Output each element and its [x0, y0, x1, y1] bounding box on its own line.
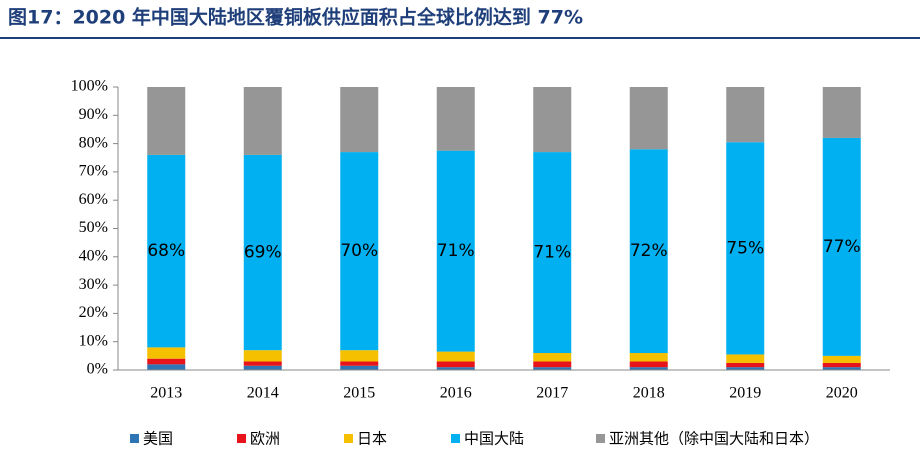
bar-segment: [147, 87, 186, 155]
legend-label: 亚洲其他（除中国大陆和日本）: [609, 430, 819, 448]
bar-segment: [726, 367, 765, 370]
bar-segment: [726, 362, 765, 368]
bar-segment: [147, 154, 186, 348]
bar-segment: [147, 358, 186, 365]
value-label: 71%: [533, 243, 571, 263]
value-label: 77%: [823, 237, 861, 257]
bar-segment: [629, 87, 668, 150]
bar-segment: [243, 361, 282, 366]
legend-swatch: [596, 434, 605, 443]
bar-segment: [822, 87, 861, 138]
bar-segment: [629, 361, 668, 368]
bar-segment: [726, 142, 765, 355]
legend-swatch: [237, 434, 246, 443]
bar-segment: [822, 362, 861, 368]
bar-segment: [147, 347, 186, 359]
legend-swatch: [451, 434, 460, 443]
bar-segment: [436, 150, 475, 352]
bar-segment: [340, 365, 379, 370]
bar-segment: [533, 353, 572, 362]
x-tick-label: 2014: [247, 385, 279, 402]
bar-segment: [340, 152, 379, 351]
bar-segment: [243, 350, 282, 362]
x-tick-label: 2016: [440, 385, 472, 402]
bar-segment: [533, 87, 572, 153]
value-label: 69%: [244, 243, 282, 263]
legend-label: 中国大陆: [464, 430, 524, 448]
bar-segment: [629, 353, 668, 362]
y-tick-label: 80%: [79, 134, 108, 151]
x-tick-label: 2019: [729, 385, 761, 402]
value-label: 70%: [340, 241, 378, 261]
y-tick-label: 60%: [79, 191, 108, 208]
y-tick-label: 40%: [79, 247, 108, 264]
bar-segment: [629, 149, 668, 354]
legend-swatch: [130, 434, 139, 443]
bar-segment: [340, 87, 379, 153]
y-tick-label: 90%: [79, 106, 108, 123]
bar-segment: [340, 361, 379, 366]
bar-segment: [436, 361, 475, 368]
x-tick-label: 2013: [150, 385, 182, 402]
value-label: 68%: [147, 241, 185, 261]
x-tick-label: 2015: [343, 385, 375, 402]
bar-segment: [726, 354, 765, 363]
bar-segment: [629, 367, 668, 370]
bar-segment: [822, 367, 861, 370]
bar-segment: [436, 351, 475, 362]
y-tick-label: 10%: [79, 332, 108, 349]
legend-label: 欧洲: [250, 430, 280, 448]
value-label: 75%: [726, 238, 764, 258]
x-tick-label: 2018: [633, 385, 665, 402]
legend-label: 美国: [143, 430, 173, 448]
y-tick-label: 70%: [79, 163, 108, 180]
bar-segment: [436, 367, 475, 370]
legend-swatch: [344, 434, 353, 443]
value-label: 72%: [630, 241, 668, 261]
bar-segment: [436, 87, 475, 151]
y-tick-label: 100%: [71, 78, 108, 95]
y-tick-label: 20%: [79, 304, 108, 321]
bar-segment: [147, 364, 186, 370]
bar-segment: [533, 361, 572, 368]
bar-segment: [533, 367, 572, 370]
legend-label: 日本: [357, 430, 387, 448]
y-tick-label: 50%: [79, 219, 108, 236]
bar-segment: [243, 87, 282, 155]
bar-segment: [243, 365, 282, 370]
chart-title: 图17：2020 年中国大陆地区覆铜板供应面积占全球比例达到 77%: [8, 6, 583, 29]
bar-segment: [726, 87, 765, 143]
y-tick-label: 0%: [87, 361, 108, 378]
bar-segment: [243, 154, 282, 351]
value-label: 71%: [437, 241, 475, 261]
bar-segment: [340, 350, 379, 362]
bar-segment: [822, 355, 861, 363]
bar-segment: [822, 137, 861, 356]
x-tick-label: 2020: [826, 385, 858, 402]
x-tick-label: 2017: [536, 385, 568, 402]
bar-segment: [533, 152, 572, 354]
y-tick-label: 30%: [79, 276, 108, 293]
